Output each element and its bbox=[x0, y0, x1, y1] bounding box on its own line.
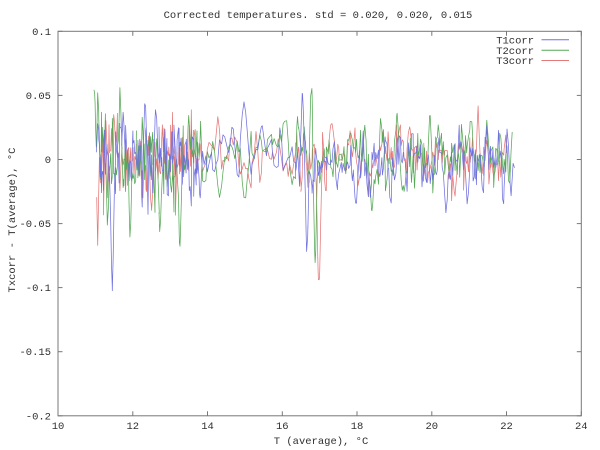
svg-text:T3corr: T3corr bbox=[496, 56, 534, 68]
svg-text:20: 20 bbox=[425, 421, 438, 433]
svg-text:-0.15: -0.15 bbox=[19, 347, 51, 359]
svg-text:-0.1: -0.1 bbox=[26, 283, 51, 295]
svg-text:24: 24 bbox=[575, 421, 588, 433]
svg-text:T1corr: T1corr bbox=[496, 36, 534, 48]
svg-text:10: 10 bbox=[52, 421, 65, 433]
svg-text:-0.2: -0.2 bbox=[26, 411, 51, 423]
svg-text:22: 22 bbox=[500, 421, 513, 433]
svg-text:18: 18 bbox=[351, 421, 364, 433]
svg-text:12: 12 bbox=[126, 421, 139, 433]
svg-text:T2corr: T2corr bbox=[496, 46, 534, 58]
svg-text:16: 16 bbox=[276, 421, 289, 433]
svg-text:0: 0 bbox=[45, 155, 51, 167]
svg-text:Corrected temperatures. std =: Corrected temperatures. std = 0.020, 0.0… bbox=[164, 10, 473, 22]
svg-text:-0.05: -0.05 bbox=[19, 219, 51, 231]
svg-text:T (average), °C: T (average), °C bbox=[274, 436, 369, 448]
svg-text:0.1: 0.1 bbox=[32, 27, 51, 39]
svg-text:Txcorr - T(average), °C: Txcorr - T(average), °C bbox=[7, 148, 19, 293]
svg-text:14: 14 bbox=[201, 421, 214, 433]
svg-text:0.05: 0.05 bbox=[26, 91, 51, 103]
